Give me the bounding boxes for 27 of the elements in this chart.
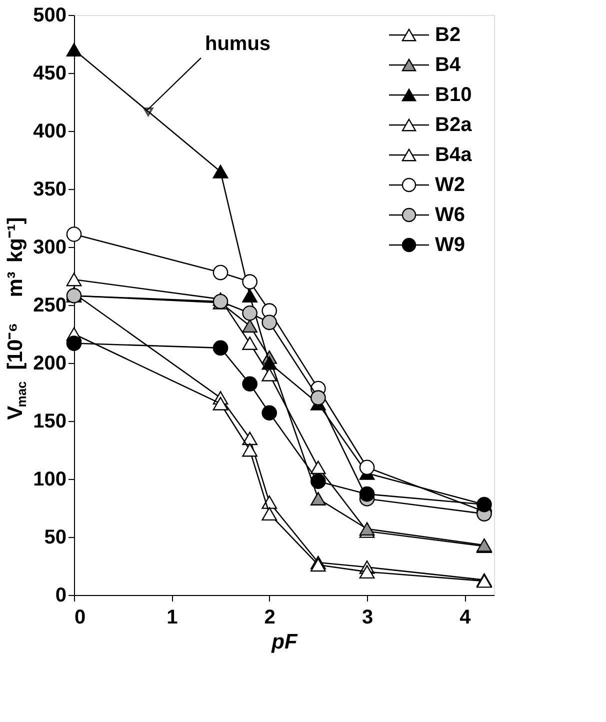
y-tick-label: 250 xyxy=(33,294,66,316)
y-tick-label: 200 xyxy=(33,352,66,374)
y-tick-label: 350 xyxy=(33,178,66,200)
legend-label: B10 xyxy=(435,84,472,106)
legend-label: B2a xyxy=(435,114,473,136)
legend-label: B2 xyxy=(435,24,461,46)
x-tick-label: 1 xyxy=(166,606,178,628)
y-tick-label: 400 xyxy=(33,120,66,142)
y-tick-label: 150 xyxy=(33,410,66,432)
y-tick-label: 50 xyxy=(44,526,66,548)
x-axis-title: pF xyxy=(270,630,298,654)
x-tick-label: 0 xyxy=(74,606,86,628)
legend-label: B4 xyxy=(435,54,462,76)
y-tick-label: 100 xyxy=(33,468,66,490)
legend-label: W9 xyxy=(435,234,465,256)
x-tick-label: 4 xyxy=(460,606,472,628)
y-tick-label: 0 xyxy=(55,584,66,606)
legend-label: W2 xyxy=(435,174,465,196)
x-tick-label: 3 xyxy=(362,606,374,628)
legend-label: B4a xyxy=(435,144,473,166)
text: Vmac [10⁻⁶ m³ kg⁻¹] xyxy=(4,217,29,420)
annotation: humus xyxy=(204,32,271,55)
legend-label: W6 xyxy=(435,204,465,226)
y-tick-label: 500 xyxy=(33,4,66,26)
y-tick-label: 300 xyxy=(33,236,66,258)
x-tick-label: 2 xyxy=(264,606,276,628)
y-tick-label: 450 xyxy=(33,62,66,84)
